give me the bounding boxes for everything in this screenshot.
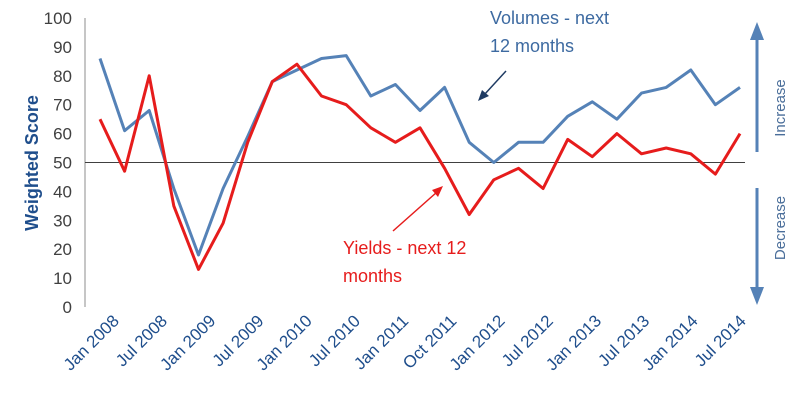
y-tick-label: 60: [53, 125, 72, 144]
y-tick-label: 50: [53, 154, 72, 173]
x-tick-label: Jul 2014: [691, 311, 750, 370]
yields-annotation-line2: months: [343, 266, 402, 286]
y-tick-label: 80: [53, 67, 72, 86]
yields-pointer-arrow: [392, 186, 443, 232]
y-axis-title: Weighted Score: [22, 95, 42, 231]
decrease-arrow-icon: [750, 188, 764, 305]
y-tick-label: 10: [53, 269, 72, 288]
y-axis-ticks: 0 10 20 30 40 50 60 70 80 90 100: [44, 9, 72, 317]
y-tick-label: 90: [53, 38, 72, 57]
y-tick-label: 20: [53, 240, 72, 259]
x-tick-label: Jan 2008: [60, 311, 123, 374]
y-tick-label: 30: [53, 211, 72, 230]
volumes-annotation-line1: Volumes - next: [490, 8, 609, 28]
y-tick-label: 100: [44, 9, 72, 28]
volumes-pointer-arrow: [478, 70, 507, 101]
y-tick-label: 0: [63, 298, 72, 317]
volumes-annotation-line2: 12 months: [490, 36, 574, 56]
yields-series-line: [98, 62, 742, 271]
y-tick-label: 40: [53, 182, 72, 201]
increase-arrow-icon: [750, 22, 764, 152]
yields-annotation-line1: Yields - next 12: [343, 238, 466, 258]
increase-label: Increase: [772, 79, 789, 137]
volumes-series-line: [98, 54, 741, 257]
series-lines: [98, 54, 742, 271]
y-tick-label: 70: [53, 96, 72, 115]
decrease-label: Decrease: [772, 196, 789, 260]
